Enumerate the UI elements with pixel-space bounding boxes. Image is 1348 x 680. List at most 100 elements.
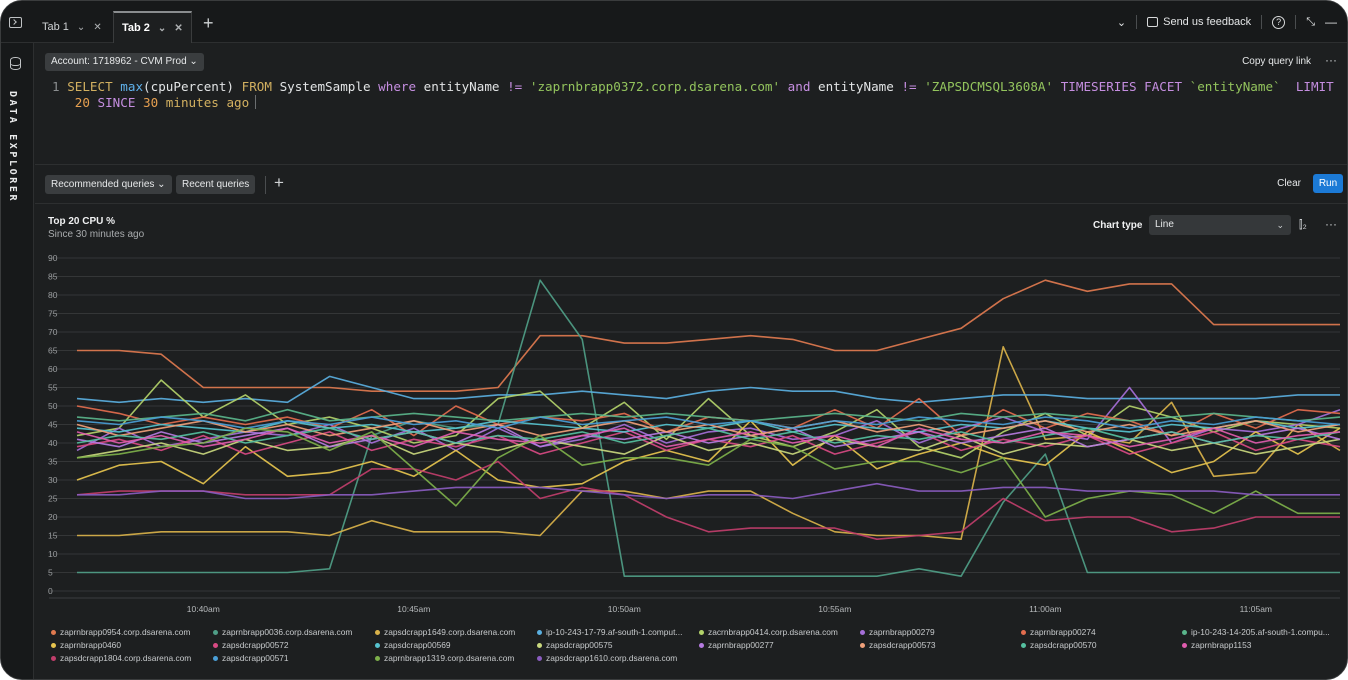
feedback-label: Send us feedback xyxy=(1163,16,1252,28)
tab-label: Tab 2 xyxy=(122,22,150,34)
line-chart[interactable]: 0 5 10 15 20 25 30 35 40 45 50 55 60 65 70 75 80 85 90 10:4… xyxy=(35,251,1345,621)
legend-label: zapsdcrapp00571 xyxy=(222,653,289,663)
legend-label: zapsdcrapp00572 xyxy=(222,640,289,650)
database-icon[interactable] xyxy=(10,57,21,70)
legend-swatch xyxy=(51,642,56,648)
legend-item[interactable]: zaprnbrapp00279 xyxy=(860,627,935,637)
legend-item[interactable]: zapsdcrapp00569 xyxy=(375,640,451,650)
line-number: 1 xyxy=(52,79,60,94)
query-input[interactable]: 1 SELECT max(cpuPercent) FROM SystemSamp… xyxy=(52,79,1342,111)
tab-1[interactable]: Tab 1 ⌄ ✕ xyxy=(34,11,110,43)
legend-item[interactable]: zaprnbrapp0954.corp.dsarena.com xyxy=(51,627,190,637)
add-tab-icon[interactable]: + xyxy=(203,13,214,33)
legend-label: zacrnbrapp0414.corp.dsarena.com xyxy=(708,627,838,637)
legend-item[interactable]: zaprnbrapp0460 xyxy=(51,640,121,650)
y-tick-label: 55 xyxy=(48,383,58,393)
tab-label: Tab 1 xyxy=(42,21,69,33)
query-toolbar: Recommended queries ⌄ Recent queries + C… xyxy=(35,166,1347,204)
terminal-icon[interactable] xyxy=(9,17,22,28)
legend-item[interactable]: zacrnbrapp0414.corp.dsarena.com xyxy=(699,627,838,637)
legend-item[interactable]: zaprnbrapp0036.corp.dsarena.com xyxy=(213,627,352,637)
legend-swatch xyxy=(1182,642,1187,648)
query-token: minutes xyxy=(165,95,219,110)
chart-settings-icon[interactable]: ⫿₂ xyxy=(1299,219,1307,231)
query-token: entityName xyxy=(818,79,894,94)
account-selector[interactable]: Account: 1718962 - CVM Prod ⌄ xyxy=(45,53,204,71)
chart-type-label: Chart type xyxy=(1093,220,1143,231)
clear-button[interactable]: Clear xyxy=(1277,178,1301,189)
legend-swatch xyxy=(1021,642,1026,648)
chevron-down-icon[interactable]: ⌄ xyxy=(76,21,86,33)
legend-item[interactable]: zapsdcrapp00571 xyxy=(213,653,289,663)
chart-type-select[interactable]: Line ⌄ xyxy=(1149,215,1291,235)
y-tick-label: 10 xyxy=(48,549,58,559)
side-bar: DATA EXPLORER xyxy=(1,43,34,679)
legend-item[interactable]: zaprnbrapp1153 xyxy=(1182,640,1251,650)
query-token: ago xyxy=(226,95,250,110)
legend-item[interactable]: zapsdcrapp1804.corp.dsarena.com xyxy=(51,653,191,663)
text-caret xyxy=(255,95,257,109)
query-token: where xyxy=(378,79,417,94)
legend-swatch xyxy=(1021,629,1026,635)
y-tick-label: 25 xyxy=(48,494,58,504)
y-tick-label: 90 xyxy=(48,253,58,263)
divider xyxy=(1261,15,1263,29)
y-tick-label: 15 xyxy=(48,531,58,541)
legend-item[interactable]: zapsdcrapp1610.corp.dsarena.com xyxy=(537,653,677,663)
legend-label: zapsdcrapp00575 xyxy=(546,640,613,650)
legend-label: zaprnbrapp00279 xyxy=(869,627,935,637)
legend-item[interactable]: zaprnbrapp1319.corp.dsarena.com xyxy=(375,653,514,663)
close-icon[interactable]: ✕ xyxy=(174,22,183,34)
legend-item[interactable]: ip-10-243-14-205.af-south-1.compu... xyxy=(1182,627,1330,637)
chevron-down-icon: ⌄ xyxy=(1276,220,1284,230)
run-button[interactable]: Run xyxy=(1313,174,1343,193)
query-token: max xyxy=(120,79,144,94)
query-token: and xyxy=(787,79,811,94)
more-options-icon[interactable]: ··· xyxy=(1325,53,1337,67)
legend-item[interactable]: zapsdcrapp00572 xyxy=(213,640,289,650)
legend-label: zapsdcrapp1804.corp.dsarena.com xyxy=(60,653,192,663)
account-label: Account: 1718962 - CVM Prod xyxy=(51,56,187,67)
minimize-icon[interactable]: — xyxy=(1325,15,1337,29)
legend-item[interactable]: zapsdcrapp00575 xyxy=(537,640,613,650)
copy-query-link-button[interactable]: Copy query link xyxy=(1242,56,1311,67)
query-token: SINCE xyxy=(97,95,136,110)
series-line xyxy=(76,427,1340,518)
legend-swatch xyxy=(375,629,380,635)
legend-label: zapsdcrapp00573 xyxy=(869,640,936,650)
x-tick-label: 10:55am xyxy=(818,604,851,614)
legend-item[interactable]: ip-10-243-17-79.af-south-1.comput... xyxy=(537,627,682,637)
series-line xyxy=(76,375,1340,404)
tab-2[interactable]: Tab 2 ⌄ ✕ xyxy=(113,11,192,43)
chart-title: Top 20 CPU % xyxy=(48,216,116,227)
legend-label: zapsdcrapp1649.corp.dsarena.com xyxy=(384,627,516,637)
query-token: 30 xyxy=(143,95,159,110)
collapse-icon[interactable]: ⤡ xyxy=(1306,15,1315,28)
top-bar-actions: ⌄ Send us feedback ? ⤡ — xyxy=(1117,15,1337,29)
chevron-down-icon[interactable]: ⌄ xyxy=(1116,16,1127,29)
recent-queries-button[interactable]: Recent queries xyxy=(176,175,256,194)
legend-swatch xyxy=(537,642,542,648)
legend-item[interactable]: zapsdcrapp00570 xyxy=(1021,640,1097,650)
query-token: (cpuPercent) xyxy=(143,79,235,94)
query-token: != xyxy=(901,79,917,94)
legend-swatch xyxy=(51,629,56,635)
legend-item[interactable]: zaprnbrapp00274 xyxy=(1021,627,1096,637)
query-token: entityName xyxy=(423,79,500,94)
help-icon[interactable]: ? xyxy=(1272,15,1286,29)
legend-item[interactable]: zapsdcrapp00573 xyxy=(860,640,936,650)
close-icon[interactable]: ✕ xyxy=(93,21,102,33)
more-options-icon[interactable]: ··· xyxy=(1325,217,1337,231)
legend-swatch xyxy=(213,642,218,648)
legend-item[interactable]: zaprnbrapp00277 xyxy=(699,640,774,650)
add-query-icon[interactable]: + xyxy=(274,173,284,192)
legend-item[interactable]: zapsdcrapp1649.corp.dsarena.com xyxy=(375,627,515,637)
feedback-button[interactable]: Send us feedback xyxy=(1147,16,1251,28)
chevron-down-icon[interactable]: ⌄ xyxy=(157,22,167,34)
recommended-queries-button[interactable]: Recommended queries ⌄ xyxy=(45,175,172,194)
y-tick-label: 5 xyxy=(48,568,53,578)
query-editor: Account: 1718962 - CVM Prod ⌄ Copy query… xyxy=(35,43,1347,165)
feedback-icon xyxy=(1147,17,1159,27)
legend-swatch xyxy=(537,655,542,661)
